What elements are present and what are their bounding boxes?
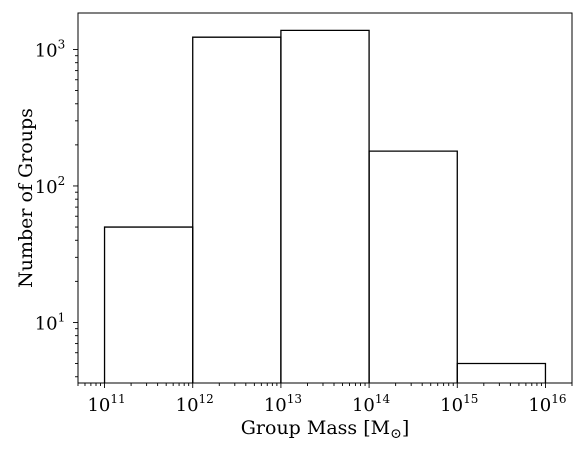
x-axis-label-text: Group Mass [M xyxy=(241,417,390,439)
y-tick-exponent: 2 xyxy=(58,174,66,188)
x-tick-base: 10 xyxy=(528,395,551,416)
histogram-bar-1 xyxy=(103,226,194,383)
solar-mass-symbol: ⊙ xyxy=(390,426,402,442)
x-tick-exponent: 11 xyxy=(110,392,125,406)
x-tick-base: 10 xyxy=(440,395,463,416)
x-tick-base: 10 xyxy=(176,395,199,416)
x-tick-label-3: 1013 xyxy=(264,392,302,416)
histogram-bar-4 xyxy=(368,150,458,383)
x-tick-label-4: 1014 xyxy=(352,392,391,416)
plot-frame xyxy=(77,12,573,384)
x-tick-exponent: 13 xyxy=(287,392,302,406)
y-tick-label-1: 101 xyxy=(35,310,66,334)
x-tick-label-2: 1012 xyxy=(176,392,214,416)
x-tick-label-1: 1011 xyxy=(87,392,125,416)
y-tick-label-2: 102 xyxy=(35,174,66,198)
y-tick-exponent: 1 xyxy=(58,310,66,324)
y-tick-base: 10 xyxy=(35,177,58,198)
x-tick-exponent: 14 xyxy=(375,392,391,406)
x-axis-label: Group Mass [M⊙] xyxy=(241,417,409,442)
x-tick-exponent: 12 xyxy=(199,392,214,406)
x-axis-label-close: ] xyxy=(402,417,409,439)
x-axis-ticks: 1011 1012 1013 1014 1015 1016 xyxy=(77,383,573,416)
y-tick-exponent: 3 xyxy=(58,37,66,51)
x-tick-base: 10 xyxy=(352,395,375,416)
x-tick-base: 10 xyxy=(87,395,110,416)
histogram-bars xyxy=(103,29,547,383)
histogram-bar-3 xyxy=(280,29,370,383)
x-tick-base: 10 xyxy=(264,395,287,416)
y-tick-base: 10 xyxy=(35,313,58,334)
y-tick-base: 10 xyxy=(35,40,58,61)
x-tick-exponent: 15 xyxy=(463,392,478,406)
y-axis-label: Number of Groups xyxy=(15,108,37,288)
y-tick-label-3: 103 xyxy=(35,37,66,61)
histogram-bar-2 xyxy=(192,36,282,383)
histogram-bar-5 xyxy=(456,362,547,383)
x-tick-label-6: 1016 xyxy=(528,392,566,416)
x-tick-exponent: 16 xyxy=(551,392,566,406)
x-tick-label-5: 1015 xyxy=(440,392,478,416)
